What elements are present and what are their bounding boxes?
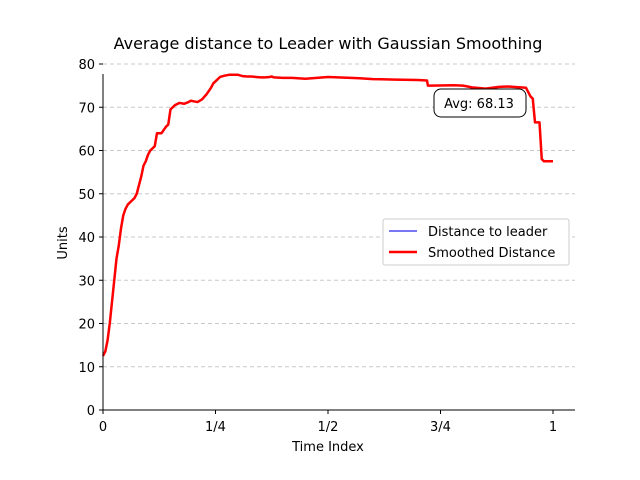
x-tick-label: 0	[99, 420, 107, 435]
axes: 0 10 20 30 40 50 60 70 80 0 1/4 1/2 3/4 1	[78, 58, 575, 435]
x-axis-label: Time Index	[291, 440, 364, 455]
chart-title: Average distance to Leader with Gaussian…	[114, 34, 543, 53]
plot-series	[101, 73, 553, 357]
y-axis-label: Units	[56, 226, 71, 259]
y-tick-label: 80	[78, 58, 95, 73]
annotation-text: Avg: 68.13	[444, 97, 514, 112]
x-tick-label: 3/4	[430, 420, 451, 435]
y-tick-label: 40	[78, 231, 95, 246]
annotation-box	[433, 88, 527, 118]
y-tick-label: 20	[78, 318, 95, 333]
series-line-smoothed	[101, 73, 553, 357]
y-tick-label: 0	[87, 404, 95, 419]
x-tick-label: 1/4	[205, 420, 226, 435]
y-tick-label: 50	[78, 188, 95, 203]
x-tick-label: 1	[549, 420, 557, 435]
legend-box	[382, 218, 570, 266]
y-tick-label: 30	[78, 274, 95, 289]
legend: Distance to leader Smoothed Distance	[382, 218, 570, 266]
y-tick-label: 70	[78, 101, 95, 116]
average-annotation: Avg: 68.13	[433, 88, 527, 118]
x-tick-label: 1/2	[318, 420, 339, 435]
y-tick-label: 60	[78, 145, 95, 160]
y-tick-label: 10	[78, 361, 95, 376]
legend-label-smoothed: Smoothed Distance	[428, 246, 555, 261]
legend-label-distance: Distance to leader	[428, 225, 548, 240]
